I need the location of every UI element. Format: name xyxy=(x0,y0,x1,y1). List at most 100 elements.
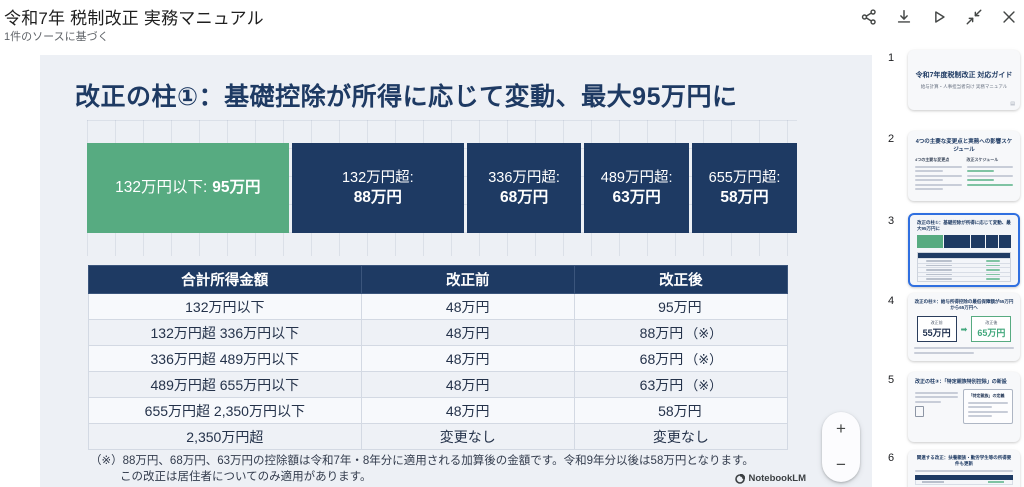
after-box: 改正後 65万円 xyxy=(971,316,1012,342)
thumbnail-slide-5[interactable]: 改正の柱③：「特定親族特別控除」の新設 「特定親族」の定義 xyxy=(908,372,1020,442)
play-icon[interactable] xyxy=(928,6,950,28)
arrow-icon: ➡ xyxy=(960,324,968,334)
footnote: （※）88万円、68万円、63万円の控除額は令和7年・8年分に適用される加算後の… xyxy=(90,454,754,485)
after-cell: 88万円 （※） xyxy=(573,319,789,346)
app-header: 令和7年 税制改正 実務マニュアル 1件のソースに基づく xyxy=(0,0,1024,48)
thumbnail-slide-1[interactable]: 令和7年度税制改正 対応ガイド 給与計算・人事担当者向け 実務マニュアル ▤ xyxy=(908,50,1020,110)
thumbnail-slide-4[interactable]: 改正の柱②：給与所得控除の最低保障額が55万円から65万円へ 改正前 55万円 … xyxy=(908,293,1020,361)
thumb4-before-after: 改正前 55万円 ➡ 改正後 65万円 xyxy=(914,316,1014,342)
download-icon[interactable] xyxy=(893,6,915,28)
bar-segment-2: 132万円超: 88万円 xyxy=(291,143,464,233)
thumbnail-number: 2 xyxy=(888,133,895,145)
thumb2-right-column: 改正スケジュール xyxy=(966,157,1013,193)
thumb1-subtitle: 給与計算・人事担当者向け 実務マニュアル xyxy=(920,84,1008,89)
bracket-amount: 58万円 xyxy=(720,189,769,206)
notebooklm-logo-icon xyxy=(735,473,746,484)
thumbnail-number: 4 xyxy=(888,295,895,307)
before-cell: 48万円 xyxy=(360,371,575,398)
zoom-in-button[interactable]: + xyxy=(836,419,846,438)
after-cell: 63万円 （※） xyxy=(573,371,789,398)
table-row: 655万円超 2,350万円以下 48万円 58万円 xyxy=(88,397,789,424)
watermark-label: NotebookLM xyxy=(748,473,806,484)
before-cell: 48万円 xyxy=(360,293,575,320)
table-row: 132万円以下 48万円 95万円 xyxy=(88,293,789,320)
table-row: 2,350万円超 変更なし 変更なし xyxy=(88,423,789,450)
collapse-icon[interactable] xyxy=(963,6,985,28)
bracket-amount: 95万円 xyxy=(212,179,261,196)
notebooklm-watermark: NotebookLM xyxy=(735,473,806,484)
col-header-after: 改正後 xyxy=(573,265,789,294)
document-title: 令和7年 税制改正 実務マニュアル xyxy=(4,9,264,28)
zoom-controls: + − xyxy=(822,412,860,482)
before-cell: 48万円 xyxy=(360,319,575,346)
income-cell: 2,350万円超 xyxy=(88,423,362,450)
thumbnail-number: 3 xyxy=(888,215,895,227)
table-row: 489万円超 655万円以下 48万円 63万円 （※） xyxy=(88,371,789,398)
thumb1-title: 令和7年度税制改正 対応ガイド xyxy=(915,72,1013,79)
thumb2-title: 4つの主要な変更点と実務への影響スケジュール xyxy=(915,139,1013,153)
slide-canvas: 改正の柱①：基礎控除が所得に応じて変動、最大95万円に 132万円以下: 95万… xyxy=(40,55,872,487)
bracket-range: 132万円超: xyxy=(341,170,414,186)
slide-title: 改正の柱①：基礎控除が所得に応じて変動、最大95万円に xyxy=(75,83,738,111)
bar-segment-1: 132万円以下: 95万円 xyxy=(87,143,289,233)
toolbar xyxy=(858,6,1022,28)
bracket-amount: 68万円 xyxy=(499,189,549,206)
table-row: 132万円超 336万円以下 48万円 88万円 （※） xyxy=(88,319,789,346)
col-header-before: 改正前 xyxy=(360,265,575,294)
thumb3-mini-table xyxy=(917,252,1011,282)
thumbnail-slide-2[interactable]: 4つの主要な変更点と実務への影響スケジュール 4つの主要な変更点 改正スケジュー… xyxy=(908,131,1020,201)
thumb2-left-column: 4つの主要な変更点 xyxy=(915,157,962,193)
thumbnail-number: 1 xyxy=(888,52,895,64)
bar-segment-4: 489万円超: 63万円 xyxy=(584,143,690,233)
before-cell: 48万円 xyxy=(360,345,575,372)
after-cell: 変更なし xyxy=(573,423,789,450)
bar-segment-5: 655万円超: 58万円 xyxy=(692,143,797,233)
close-icon[interactable] xyxy=(998,6,1020,28)
thumb3-mini-bar xyxy=(917,235,1011,248)
income-bracket-bar: 132万円以下: 95万円 132万円超: 88万円 336万円超: 68万円 … xyxy=(87,143,797,233)
thumb4-caption xyxy=(914,347,1014,354)
bracket-range: 336万円超: xyxy=(488,170,560,186)
thumbnail-number: 6 xyxy=(888,452,895,464)
zoom-out-button[interactable]: − xyxy=(836,455,846,474)
bar-segment-3: 336万円超: 68万円 xyxy=(467,143,582,233)
before-cell: 48万円 xyxy=(360,397,575,424)
income-cell: 489万円超 655万円以下 xyxy=(88,371,362,398)
thumbnail-number: 5 xyxy=(888,374,895,386)
income-cell: 132万円超 336万円以下 xyxy=(88,319,362,346)
deduction-table: 合計所得金額 改正前 改正後 132万円以下 48万円 95万円 132万円超 … xyxy=(88,265,789,450)
share-icon[interactable] xyxy=(858,6,880,28)
income-cell: 655万円超 2,350万円以下 xyxy=(88,397,362,424)
thumbnail-slide-6[interactable]: 関連する改正：扶養親族・勤労学生等の所得要件も更新 xyxy=(908,450,1020,487)
deduction-bar-chart: 132万円以下: 95万円 132万円超: 88万円 336万円超: 68万円 … xyxy=(87,120,797,256)
bracket-range: 655万円超: xyxy=(708,170,781,186)
thumb6-title: 関連する改正：扶養親族・勤労学生等の所得要件も更新 xyxy=(916,455,1012,466)
table-row: 336万円超 489万円以下 48万円 68万円 （※） xyxy=(88,345,789,372)
source-count-label: 1件のソースに基づく xyxy=(4,31,109,43)
thumbnail-slide-3-selected[interactable]: 改正の柱①：基礎控除が所得に応じて変動、最大95万円に xyxy=(908,213,1020,287)
thumb3-title: 改正の柱①：基礎控除が所得に応じて変動、最大95万円に xyxy=(917,220,1011,231)
before-box: 改正前 55万円 xyxy=(916,316,957,342)
bracket-amount: 63万円 xyxy=(612,189,661,206)
col-header-income: 合計所得金額 xyxy=(88,265,362,294)
document-icon xyxy=(915,405,924,417)
thumb4-title: 改正の柱②：給与所得控除の最低保障額が55万円から65万円へ xyxy=(914,299,1014,310)
before-cell: 変更なし xyxy=(360,423,575,450)
income-cell: 336万円超 489万円以下 xyxy=(88,345,362,372)
thumb5-text-block xyxy=(915,389,959,424)
footnote-line-2: この改正は居住者についてのみ適用があります。 xyxy=(120,470,372,483)
after-cell: 68万円 （※） xyxy=(573,345,789,372)
bracket-range: 489万円超: xyxy=(600,170,673,186)
income-cell: 132万円以下 xyxy=(88,293,362,320)
bracket-amount: 88万円 xyxy=(353,189,402,206)
slide-thumbnail-sidebar: 1 令和7年度税制改正 対応ガイド 給与計算・人事担当者向け 実務マニュアル ▤… xyxy=(880,0,1024,487)
footnote-line-1: （※）88万円、68万円、63万円の控除額は令和7年・8年分に適用される加算後の… xyxy=(90,455,754,467)
table-header-row: 合計所得金額 改正前 改正後 xyxy=(88,265,789,294)
thumb6-mini-table-header xyxy=(915,475,1013,480)
thumb5-title: 改正の柱③：「特定親族特別控除」の新設 xyxy=(915,379,1007,385)
bracket-range: 132万円以下: xyxy=(115,179,208,196)
thumb5-definition-box: 「特定親族」の定義 xyxy=(963,389,1013,424)
page-icon: ▤ xyxy=(1010,101,1015,107)
after-cell: 58万円 xyxy=(573,397,789,424)
